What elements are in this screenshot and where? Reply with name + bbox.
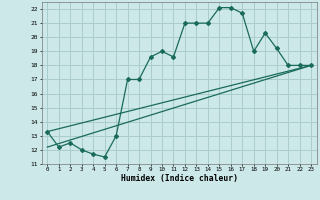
X-axis label: Humidex (Indice chaleur): Humidex (Indice chaleur) [121,174,238,183]
